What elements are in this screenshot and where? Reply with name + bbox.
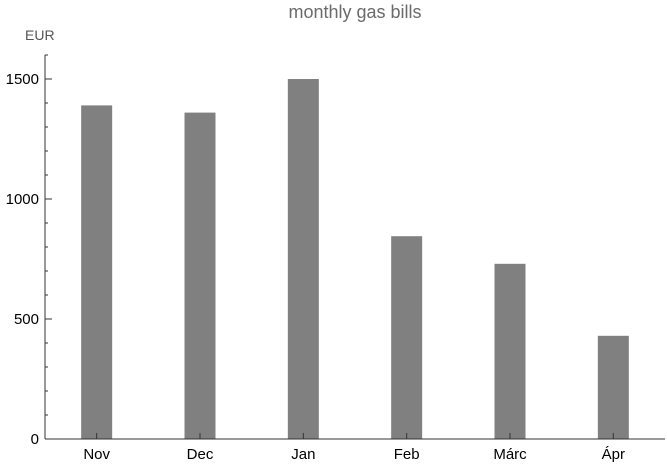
y-tick-label: 0 <box>31 431 39 448</box>
bar-dec <box>184 112 216 439</box>
y-tick-label: 1500 <box>6 71 39 88</box>
chart-title: monthly gas bills <box>288 2 421 22</box>
bar-márc <box>494 263 526 439</box>
bar-ápr <box>597 335 629 439</box>
x-tick-label: Ápr <box>602 446 625 463</box>
x-tick-label: Márc <box>493 446 527 463</box>
x-tick-label: Feb <box>394 446 420 463</box>
x-tick-label: Nov <box>83 446 110 463</box>
bar-nov <box>81 105 113 440</box>
x-tick-label: Dec <box>187 446 214 463</box>
bar-feb <box>391 236 423 439</box>
y-tick-label: 1000 <box>6 191 39 208</box>
bars-group <box>81 79 629 440</box>
y-axis-unit-label: EUR <box>25 27 55 43</box>
axes-group <box>44 55 665 440</box>
y-ticks-group: 0 500 1000 1500 <box>6 54 52 448</box>
y-tick-label: 500 <box>14 311 39 328</box>
bar-jan <box>287 79 319 439</box>
x-tick-label: Jan <box>291 446 315 463</box>
x-ticks-group: Nov Dec Jan Feb Márc Ápr <box>83 433 625 463</box>
